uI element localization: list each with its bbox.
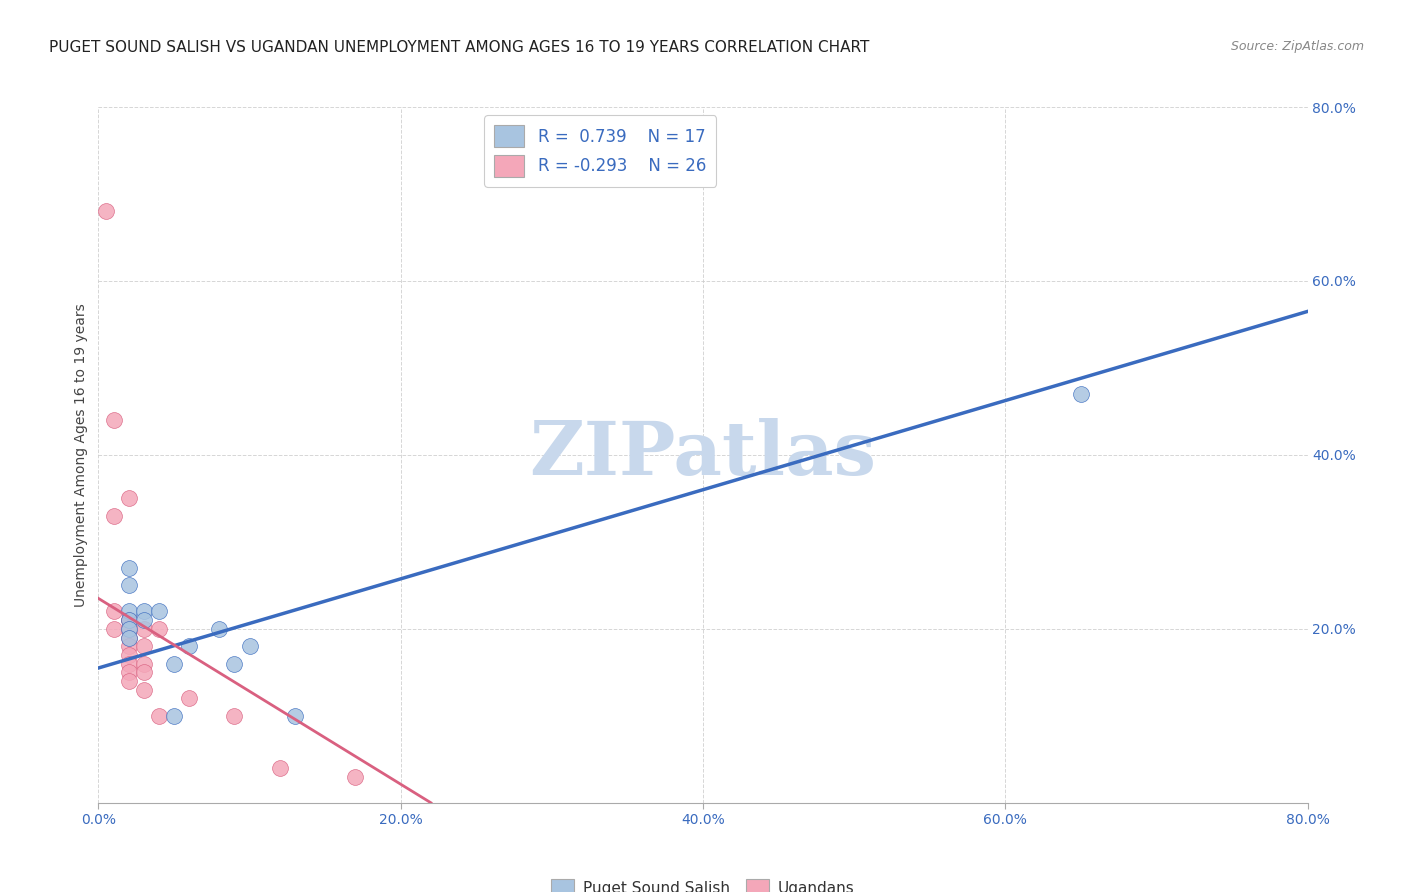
Point — [118, 613, 141, 627]
Point — [118, 605, 141, 619]
Text: ZIPatlas: ZIPatlas — [530, 418, 876, 491]
Point — [163, 708, 186, 723]
Point — [284, 708, 307, 723]
Point — [148, 708, 170, 723]
Point — [118, 639, 141, 653]
Point — [132, 657, 155, 671]
Point — [132, 622, 155, 636]
Point — [118, 665, 141, 680]
Point — [239, 639, 262, 653]
Point — [163, 657, 186, 671]
Point — [118, 561, 141, 575]
Point — [118, 631, 141, 645]
Point — [118, 491, 141, 506]
Point — [132, 682, 155, 697]
Legend: Puget Sound Salish, Ugandans: Puget Sound Salish, Ugandans — [546, 873, 860, 892]
Point — [118, 622, 141, 636]
Point — [132, 639, 155, 653]
Point — [132, 605, 155, 619]
Point — [132, 613, 155, 627]
Point — [103, 622, 125, 636]
Point — [148, 622, 170, 636]
Point — [179, 691, 201, 706]
Point — [118, 648, 141, 662]
Text: PUGET SOUND SALISH VS UGANDAN UNEMPLOYMENT AMONG AGES 16 TO 19 YEARS CORRELATION: PUGET SOUND SALISH VS UGANDAN UNEMPLOYME… — [49, 40, 869, 55]
Point — [103, 508, 125, 523]
Point — [224, 708, 246, 723]
Point — [1070, 387, 1092, 401]
Point — [103, 605, 125, 619]
Y-axis label: Unemployment Among Ages 16 to 19 years: Unemployment Among Ages 16 to 19 years — [75, 303, 89, 607]
Point — [118, 631, 141, 645]
Point — [94, 204, 117, 219]
Text: Source: ZipAtlas.com: Source: ZipAtlas.com — [1230, 40, 1364, 54]
Point — [118, 613, 141, 627]
Point — [118, 657, 141, 671]
Point — [269, 761, 291, 775]
Point — [118, 622, 141, 636]
Point — [118, 674, 141, 689]
Point — [224, 657, 246, 671]
Point — [103, 413, 125, 427]
Point — [179, 639, 201, 653]
Point — [132, 665, 155, 680]
Point — [208, 622, 231, 636]
Point — [148, 605, 170, 619]
Point — [344, 770, 367, 784]
Point — [118, 578, 141, 592]
Point — [118, 613, 141, 627]
